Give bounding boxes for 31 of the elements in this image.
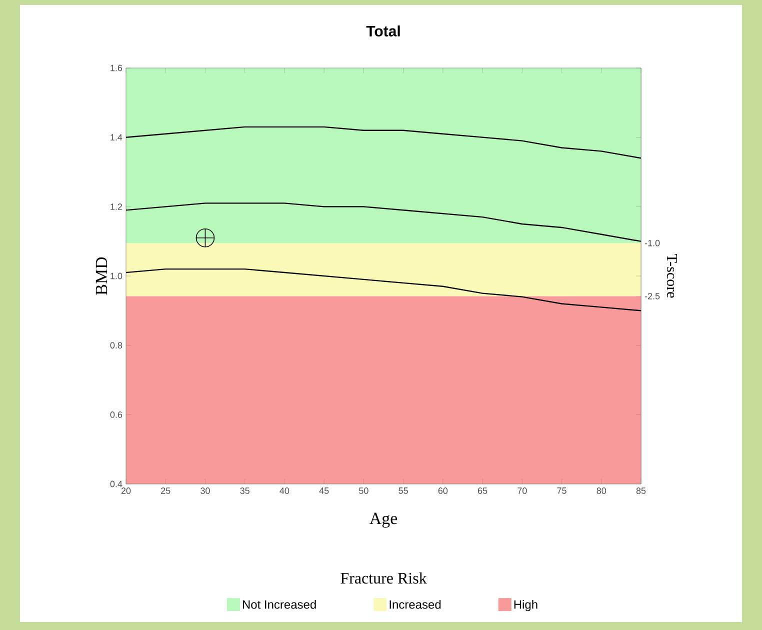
y2-tick-label: -2.5 [644, 292, 660, 300]
x-tick-label: 40 [280, 488, 290, 494]
legend-title: Fracture Risk [340, 572, 427, 584]
x-tick-label: 20 [121, 488, 131, 494]
x-tick-label: 65 [478, 488, 488, 494]
x-tick-label: 70 [518, 488, 527, 494]
y-tick-label: 0.8 [110, 342, 122, 349]
y-axis-title: BMD [96, 257, 108, 295]
legend-label: Not Increased [242, 600, 316, 609]
x-tick-label: 45 [319, 488, 329, 494]
legend-label: High [514, 600, 538, 612]
chart-title: Total [366, 25, 400, 36]
y-tick-label: 1.4 [110, 134, 122, 140]
x-tick-label: 60 [438, 488, 448, 494]
legend-label: Increased [390, 600, 441, 609]
y-tick-label: 0.6 [110, 411, 122, 418]
y-tick-label: 0.4 [110, 480, 122, 488]
x-tick-label: 50 [359, 488, 368, 494]
x-tick-label: 80 [596, 488, 606, 494]
x-tick-label: 85 [636, 488, 646, 494]
y-tick-label: 1.2 [110, 204, 122, 210]
y-tick-label: 1.0 [110, 272, 122, 280]
x-tick-label: 35 [240, 488, 250, 494]
x-tick-label: 30 [200, 488, 210, 494]
x-tick-label: 75 [557, 488, 566, 494]
x-axis-title: Age [370, 512, 398, 528]
x-tick-label: 55 [398, 488, 408, 494]
y2-axis-title: T-score [666, 254, 677, 298]
y-tick-label: 1.6 [110, 64, 122, 72]
x-tick-label: 25 [161, 488, 170, 494]
y2-tick-label: -1.0 [644, 240, 660, 246]
